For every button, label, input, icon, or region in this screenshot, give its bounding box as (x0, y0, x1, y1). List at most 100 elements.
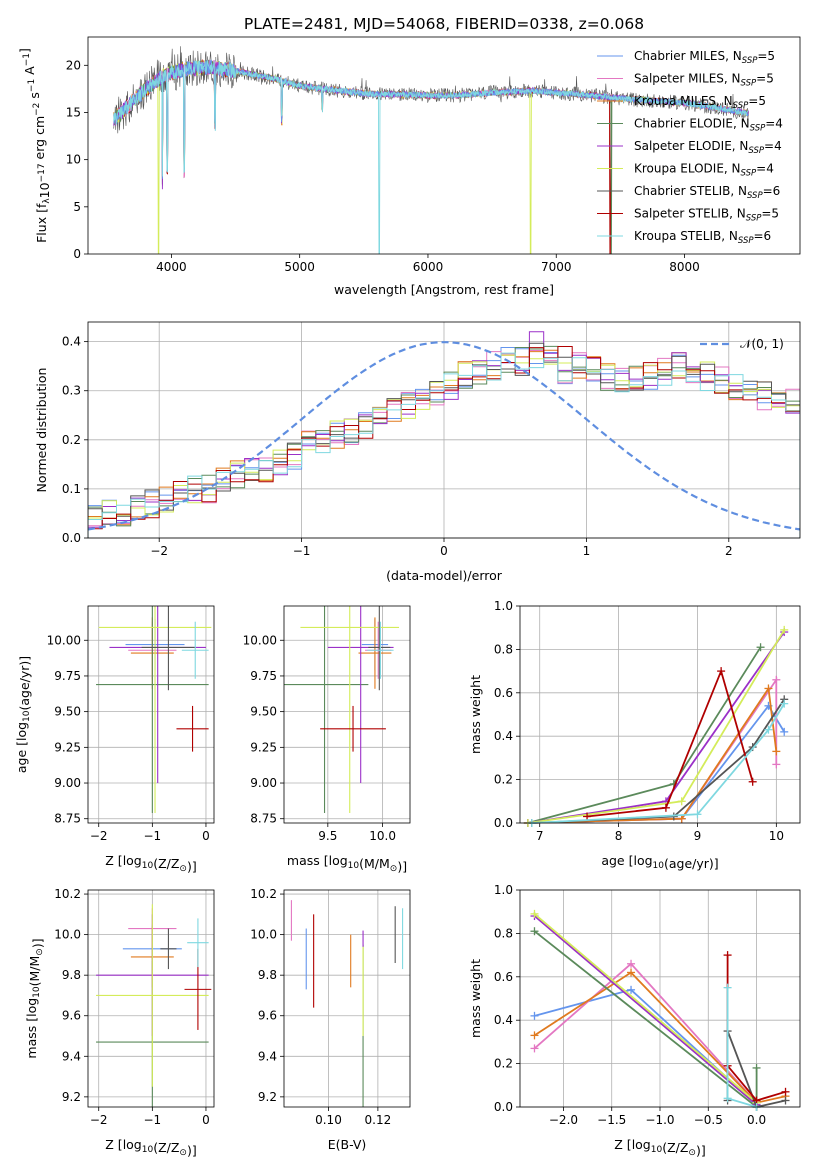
x-tick-label: 0.12 (365, 1113, 392, 1127)
spectrum-lines (113, 46, 749, 254)
x-tick-label: 8000 (669, 260, 700, 274)
y-tick-label: 10.00 (243, 633, 277, 647)
age_vs_Z-xlabel: Z [log10(Z/Z⊙)] (105, 853, 196, 874)
histogram-kroupa_stelib (88, 352, 800, 538)
spectrum-frame (87, 36, 801, 255)
y-tick-label: 9.4 (62, 1049, 81, 1063)
residuals-ylabel: Normed distribution (34, 368, 49, 493)
y-tick-label: 10.2 (250, 887, 277, 901)
x-tick-label: −2 (90, 1113, 108, 1127)
x-tick-label: −1 (143, 829, 161, 843)
y-tick-label: 9.8 (258, 968, 277, 982)
y-tick-label: 9.75 (250, 669, 277, 683)
y-tick-label: 0.0 (494, 816, 513, 830)
spectrum-line-kroupa_stelib (113, 59, 749, 254)
x-tick-label: 10 (769, 829, 784, 843)
x-tick-label: −1.0 (645, 1113, 674, 1127)
y-tick-label: 9.50 (250, 705, 277, 719)
spectrum-axes: 4000 5000 6000 7000 8000 0 5 10 15 20 (66, 58, 700, 274)
y-tick-label: 9.75 (54, 669, 81, 683)
spectrum-xlabel: wavelength [Angstrom, rest frame] (334, 282, 554, 297)
y-tick-label: 0 (73, 247, 81, 261)
y-tick-label: 1.0 (494, 599, 513, 613)
y-tick-label: 9.8 (62, 968, 81, 982)
weight-line-kroupa_stelib (531, 703, 785, 824)
y-tick-label: 10.2 (54, 887, 81, 901)
y-tick-label: 9.50 (54, 705, 81, 719)
y-tick-label: 9.4 (258, 1049, 277, 1063)
x-tick-label: 6000 (413, 260, 444, 274)
legend-label-kroupa_stelib: Kroupa STELIB, NSSP=6 (634, 229, 771, 246)
gaussian-curve (88, 341, 800, 531)
age_vs_mass-xlabel: mass [log10(M/M⊙)] (287, 853, 407, 874)
x-tick-label: 9 (694, 829, 702, 843)
y-tick-label: 9.2 (62, 1090, 81, 1104)
y-tick-label: 1.0 (494, 883, 513, 897)
x-tick-label: −2 (90, 829, 108, 843)
x-tick-label: −1 (293, 544, 311, 558)
legend-label-chabrier_miles: Chabrier MILES, NSSP=5 (634, 49, 775, 66)
mass_vs_Z-ylabel: mass [log10(M/M⊙)] (24, 938, 45, 1058)
x-tick-label: 0 (202, 1113, 210, 1127)
x-tick-label: 5000 (284, 260, 315, 274)
x-tick-label: −2.0 (549, 1113, 578, 1127)
age_vs_mass-frame (283, 605, 411, 824)
y-tick-label: 0.2 (494, 1057, 513, 1071)
y-tick-label: 9.25 (54, 740, 81, 754)
age_vs_mass-axes: 9.5 10.0 8.75 9.00 9.25 9.50 9.75 10.00 (243, 606, 410, 843)
x-tick-label: 0 (440, 544, 448, 558)
y-tick-label: 0.6 (494, 970, 513, 984)
legend-label-chabrier_elodie: Chabrier ELODIE, NSSP=4 (634, 117, 783, 134)
x-tick-label: −0.5 (694, 1113, 723, 1127)
x-tick-label: −1 (143, 1113, 161, 1127)
y-tick-label: 0.4 (494, 1013, 513, 1027)
y-tick-label: 0.1 (62, 482, 81, 496)
spectrum-legend: Chabrier MILES, NSSP=5 Salpeter MILES, NS… (597, 49, 783, 246)
y-tick-label: 0.2 (494, 773, 513, 787)
mass_vs_ebv-xlabel: E(B-V) (328, 1137, 367, 1152)
y-tick-label: 9.2 (258, 1090, 277, 1104)
y-tick-label: 20 (66, 58, 81, 72)
weight_vs_age-frame (519, 605, 801, 824)
weight_vs_Z-ylabel: mass weight (468, 959, 483, 1038)
y-tick-label: 0.6 (494, 686, 513, 700)
y-tick-label: 9.6 (62, 1009, 81, 1023)
x-tick-label: 0 (202, 829, 210, 843)
y-tick-label: 0.8 (494, 642, 513, 656)
legend-label-kroupa_miles: Kroupa MILES, NSSP=5 (634, 94, 766, 111)
y-tick-label: 0.2 (62, 433, 81, 447)
weight-line-kroupa_miles (534, 971, 786, 1104)
weight-line-kroupa_elodie (533, 913, 758, 1104)
residuals-histograms (88, 331, 800, 538)
x-tick-label: 10.0 (369, 829, 396, 843)
legend-label-salpeter_stelib: Salpeter STELIB, NSSP=5 (634, 207, 779, 224)
weight-line-salpeter_elodie (533, 915, 758, 1106)
weight_vs_age-ylabel: mass weight (468, 675, 483, 754)
y-tick-label: 0.3 (62, 384, 81, 398)
y-tick-label: 0.4 (494, 729, 513, 743)
x-tick-label: 9.5 (318, 829, 337, 843)
residuals-frame (87, 321, 801, 539)
y-tick-label: 0.8 (494, 926, 513, 940)
y-tick-label: 9.00 (54, 776, 81, 790)
figure-title: PLATE=2481, MJD=54068, FIBERID=0338, z=0… (244, 15, 644, 33)
y-tick-label: 0.4 (62, 335, 81, 349)
age_vs_Z-ylabel: age [log10(age/yr)] (14, 656, 32, 773)
x-tick-label: 0.10 (315, 1113, 342, 1127)
spectrum-ylabel: Flux [fλ10−17 erg cm−2 s−1 A−1] (17, 48, 52, 243)
legend-label-salpeter_elodie: Salpeter ELODIE, NSSP=4 (634, 139, 782, 156)
y-tick-label: 5 (73, 200, 81, 214)
weight_vs_Z-frame (519, 889, 801, 1108)
x-tick-label: 7 (536, 829, 544, 843)
x-tick-label: 4000 (156, 260, 187, 274)
legend-label-chabrier_stelib: Chabrier STELIB, NSSP=6 (634, 184, 780, 201)
y-tick-label: 9.6 (258, 1009, 277, 1023)
x-tick-label: 2 (725, 544, 733, 558)
weight_vs_Z-xlabel: Z [log10(Z/Z⊙)] (614, 1137, 705, 1158)
age_vs_Z-points (96, 606, 212, 814)
legend-label-salpeter_miles: Salpeter MILES, NSSP=5 (634, 72, 774, 89)
legend-gaussian-label: 𝒩(0, 1) (740, 337, 784, 351)
y-tick-label: 8.75 (54, 812, 81, 826)
